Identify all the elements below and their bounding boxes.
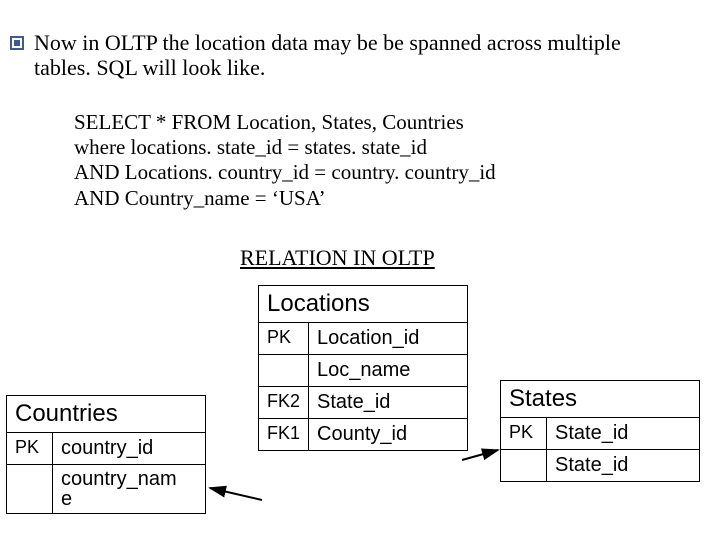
table-row: FK2 State_id xyxy=(259,387,468,419)
table-row: PK country_id xyxy=(7,433,206,465)
col-cell: State_id xyxy=(309,387,468,419)
key-cell xyxy=(259,355,309,387)
states-table: States PK State_id State_id xyxy=(500,380,700,482)
table-row: Locations xyxy=(259,286,468,323)
sql-block: SELECT * FROM Location, States, Countrie… xyxy=(74,110,496,211)
para-line2: tables. SQL will look like. xyxy=(34,55,265,80)
table-row: country_nam e xyxy=(7,465,206,514)
key-cell: PK xyxy=(259,323,309,355)
states-title: States xyxy=(501,381,700,418)
key-cell: FK2 xyxy=(259,387,309,419)
col-cell: County_id xyxy=(309,419,468,451)
bullet-icon xyxy=(10,36,24,50)
key-cell xyxy=(7,465,53,514)
sql-line-2: where locations. state_id = states. stat… xyxy=(74,135,496,160)
countries-table: Countries PK country_id country_nam e xyxy=(6,395,206,514)
intro-paragraph: Now in OLTP the location data may be be … xyxy=(34,30,704,81)
locations-title: Locations xyxy=(259,286,468,323)
key-cell: FK1 xyxy=(259,419,309,451)
col-text-cont: e xyxy=(61,488,72,510)
col-cell: Loc_name xyxy=(309,355,468,387)
arrow-states xyxy=(462,450,498,460)
sql-line-4: AND Country_name = ‘USA’ xyxy=(74,186,496,211)
col-text: country_nam xyxy=(61,468,177,490)
key-cell: PK xyxy=(501,418,547,450)
table-row: State_id xyxy=(501,450,700,482)
col-cell: country_id xyxy=(53,433,206,465)
para-line1: Now in OLTP the location data may be be … xyxy=(34,30,621,55)
sql-line-1: SELECT * FROM Location, States, Countrie… xyxy=(74,110,496,135)
col-cell: State_id xyxy=(547,418,700,450)
arrow-countries xyxy=(210,488,262,500)
table-row: PK State_id xyxy=(501,418,700,450)
table-row: PK Location_id xyxy=(259,323,468,355)
countries-title: Countries xyxy=(7,396,206,433)
key-cell xyxy=(501,450,547,482)
col-cell: Location_id xyxy=(309,323,468,355)
table-row: FK1 County_id xyxy=(259,419,468,451)
col-cell: country_nam e xyxy=(53,465,206,514)
table-row: Loc_name xyxy=(259,355,468,387)
relation-heading: RELATION IN OLTP xyxy=(240,245,435,271)
key-cell: PK xyxy=(7,433,53,465)
table-row: States xyxy=(501,381,700,418)
sql-line-3: AND Locations. country_id = country. cou… xyxy=(74,160,496,185)
locations-table: Locations PK Location_id Loc_name FK2 St… xyxy=(258,285,468,451)
col-cell: State_id xyxy=(547,450,700,482)
table-row: Countries xyxy=(7,396,206,433)
